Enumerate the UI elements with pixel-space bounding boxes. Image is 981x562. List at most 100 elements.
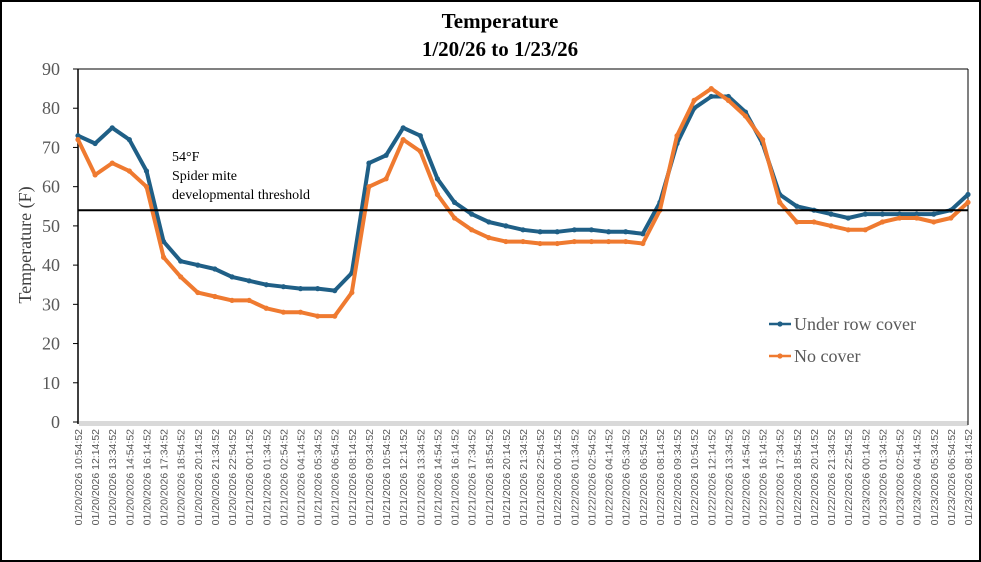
data-point: [263, 282, 269, 288]
x-tick-label: 01/20/2026 17:34:52: [159, 429, 171, 526]
x-tick-label: 01/21/2026 18:54:52: [484, 429, 496, 526]
data-point: [503, 238, 509, 245]
data-point: [246, 297, 252, 304]
data-point: [520, 227, 526, 233]
x-tick-label: 01/21/2026 13:34:52: [415, 429, 427, 526]
y-tick-label: 10: [42, 373, 60, 393]
data-point: [400, 137, 406, 143]
data-point: [828, 211, 834, 217]
data-point: [862, 211, 868, 217]
y-axis-title: Temperature (F): [15, 186, 36, 303]
data-point: [417, 148, 423, 154]
x-tick-label: 01/21/2026 02:54:52: [278, 429, 290, 526]
data-point: [725, 97, 731, 103]
threshold-annotation: 54°F Spider mite developmental threshold: [172, 150, 310, 203]
legend-item: No cover: [769, 346, 860, 366]
data-point: [143, 168, 150, 174]
data-point: [948, 215, 954, 221]
data-point: [297, 286, 304, 292]
chart-title-line-1: Temperature: [442, 9, 559, 33]
data-point: [178, 258, 184, 264]
threshold-annotation-line-2: Spider mite: [172, 169, 237, 184]
x-tick-label: 01/21/2026 22:54:52: [535, 429, 547, 526]
y-tick-label: 50: [42, 216, 60, 236]
chart-title-line-2: 1/20/26 to 1/23/26: [422, 37, 578, 61]
data-point: [451, 199, 458, 205]
x-tick-label: 01/20/2026 16:14:52: [141, 429, 153, 526]
data-point: [896, 215, 903, 221]
x-tick-label: 01/21/2026 05:34:52: [313, 429, 325, 526]
series-no-cover: [75, 86, 971, 319]
data-point: [434, 191, 441, 198]
data-point: [965, 199, 971, 205]
x-tick-label: 01/22/2026 04:14:52: [604, 429, 616, 526]
x-tick-label: 01/21/2026 09:34:52: [364, 429, 376, 526]
x-tick-label: 01/21/2026 01:34:52: [261, 429, 273, 526]
data-point: [143, 184, 150, 190]
data-point: [520, 238, 526, 245]
x-tick-label: 01/23/2026 00:14:52: [860, 429, 872, 526]
x-tick-label: 01/23/2026 08:14:52: [963, 429, 975, 526]
x-axis-line: [79, 421, 968, 426]
data-point: [588, 227, 595, 233]
x-tick-label: 01/21/2026 21:34:52: [518, 429, 530, 526]
data-point: [862, 227, 868, 233]
data-point: [126, 137, 132, 143]
data-point: [212, 266, 218, 272]
data-point: [708, 86, 714, 92]
data-point: [434, 176, 441, 182]
data-point: [914, 211, 920, 217]
data-point: [537, 229, 543, 235]
data-point: [246, 278, 252, 284]
data-point: [845, 215, 851, 221]
data-point: [811, 219, 817, 225]
threshold-annotation-line-3: developmental threshold: [172, 188, 310, 203]
x-tick-label: 01/22/2026 08:14:52: [655, 429, 667, 526]
x-tick-label: 01/21/2026 12:14:52: [398, 429, 410, 526]
x-tick-label: 01/23/2026 01:34:52: [877, 429, 889, 526]
data-point: [349, 289, 355, 296]
series-group: [75, 86, 971, 319]
data-point: [708, 93, 714, 100]
data-point: [845, 227, 851, 233]
x-tick-label: 01/20/2026 20:14:52: [193, 429, 205, 526]
data-point: [400, 125, 406, 131]
data-point: [554, 229, 560, 235]
data-point: [879, 211, 886, 217]
data-point: [742, 113, 749, 119]
data-point: [896, 211, 903, 217]
x-tick-label: 01/21/2026 00:14:52: [244, 429, 256, 526]
x-tick-label: 01/20/2026 14:54:52: [124, 429, 136, 526]
data-point: [332, 288, 338, 294]
data-point: [75, 133, 81, 139]
x-tick-label: 01/22/2026 14:54:52: [741, 429, 753, 526]
data-point: [332, 313, 338, 319]
x-tick-label: 01/23/2026 04:14:52: [912, 429, 924, 526]
x-tick-label: 01/20/2026 18:54:52: [176, 429, 188, 526]
data-point: [605, 238, 612, 245]
data-point: [571, 238, 577, 245]
data-point: [263, 305, 269, 311]
series-under-row-cover: [75, 93, 971, 294]
legend: Under row cover No cover: [769, 314, 916, 366]
x-tick-label: 01/22/2026 20:14:52: [809, 429, 821, 526]
data-point: [160, 238, 167, 245]
data-point: [195, 262, 201, 268]
data-point: [674, 133, 680, 139]
x-tick-label: 01/21/2026 08:14:52: [347, 429, 359, 526]
x-tick-label: 01/23/2026 02:54:52: [895, 429, 907, 526]
data-point: [126, 168, 132, 174]
data-point: [229, 297, 235, 304]
y-tick-label: 80: [42, 98, 60, 118]
data-point: [571, 227, 577, 233]
legend-marker: [777, 321, 783, 327]
x-tick-label: 01/20/2026 21:34:52: [210, 429, 222, 526]
data-point: [931, 219, 937, 225]
y-tick-label: 40: [42, 255, 60, 275]
data-point: [178, 274, 184, 280]
data-point: [366, 160, 372, 166]
data-point: [92, 140, 98, 147]
data-point: [160, 254, 167, 260]
data-point: [760, 137, 766, 143]
